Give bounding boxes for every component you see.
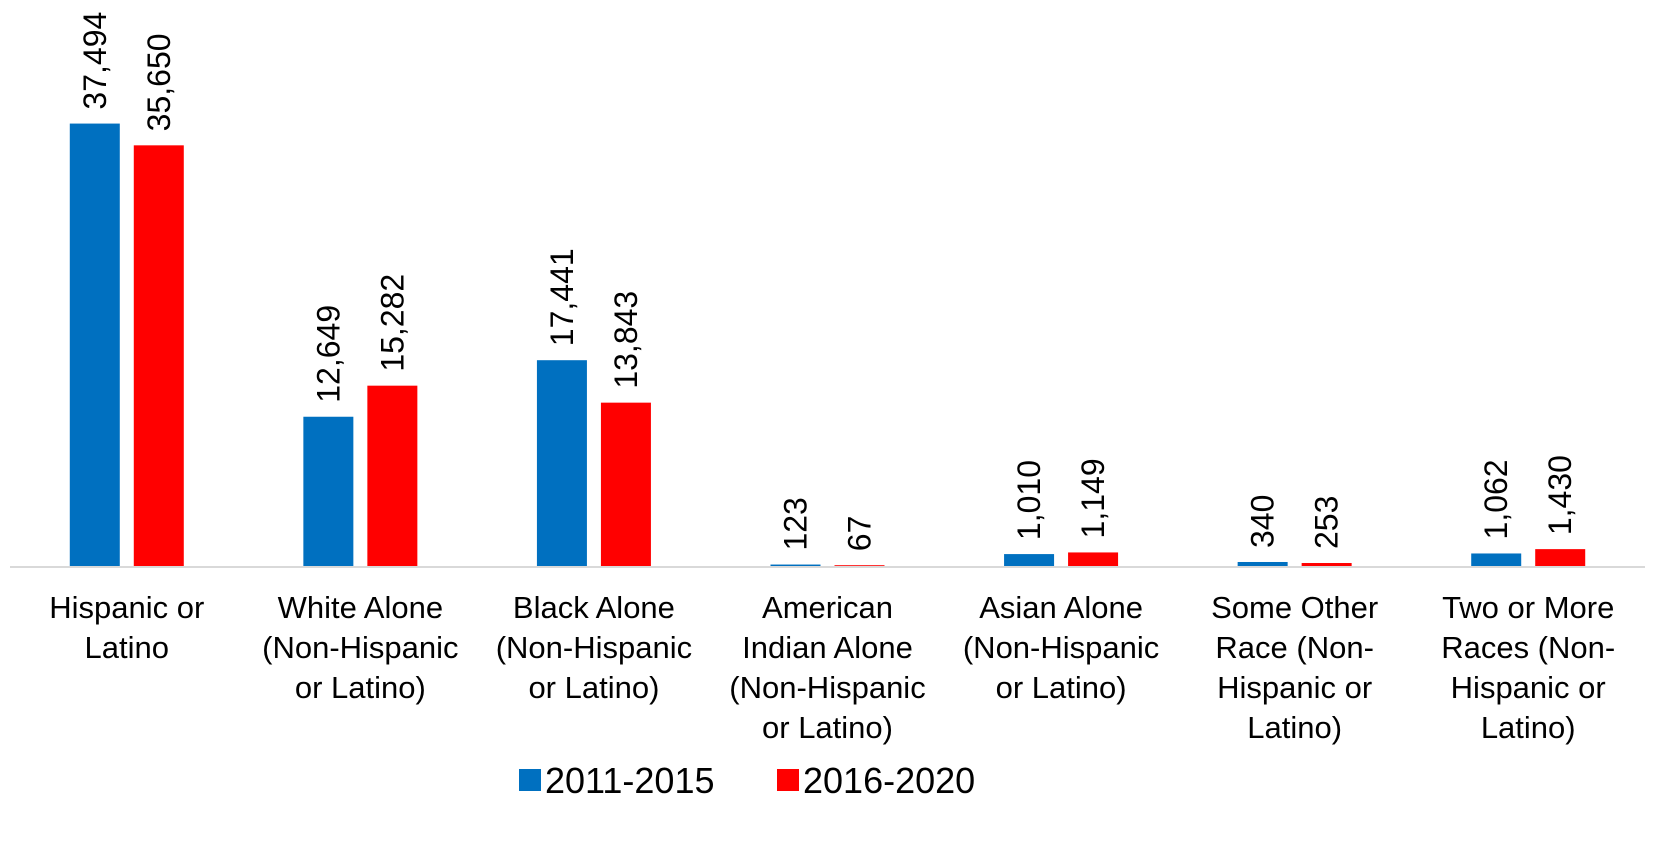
category-label-line: Races (Non- — [1441, 630, 1615, 665]
value-label-2011-2015-2: 17,441 — [544, 248, 580, 346]
bar-2011-2015-1 — [303, 416, 354, 566]
category-label-line: or Latino) — [762, 710, 893, 745]
category-label-6: Two or More Races (Non- Hispanic or Latino) — [1441, 590, 1615, 745]
category-label-line: Race (Non- — [1215, 630, 1374, 665]
bar-2016-2020-3 — [834, 565, 885, 566]
bar-2011-2015-6 — [1471, 553, 1522, 566]
legend-swatch-2011-2015 — [519, 769, 541, 791]
category-label-3: American Indian Alone (Non-Hispanic or Lati… — [729, 590, 925, 745]
bar-2011-2015-0 — [69, 123, 120, 566]
value-label-2011-2015-1: 12,649 — [310, 305, 346, 403]
category-labels-group: Hispanic or Latino White Alone (Non-Hispani… — [49, 590, 1615, 745]
legend-swatch-2016-2020 — [777, 769, 799, 791]
value-label-2011-2015-5: 340 — [1245, 495, 1281, 548]
value-label-2016-2020-4: 1,149 — [1075, 458, 1111, 538]
category-label-line: Hispanic or — [49, 590, 204, 625]
value-label-2011-2015-3: 123 — [778, 497, 814, 550]
category-label-5: Some Other Race (Non- Hispanic or Latino) — [1211, 590, 1378, 745]
value-label-2011-2015-6: 1,062 — [1478, 459, 1514, 539]
value-label-2016-2020-0: 35,650 — [141, 33, 177, 131]
category-label-line: or Latino) — [996, 670, 1127, 705]
bar-2016-2020-1 — [367, 385, 418, 566]
value-label-2016-2020-3: 67 — [842, 516, 878, 552]
value-labels-group: 37,494 12,649 17,441 123 1,010 340 1,062 35,650… — [77, 12, 1578, 552]
legend-label-2011-2015: 2011-2015 — [545, 760, 715, 801]
bar-2011-2015-5 — [1237, 561, 1288, 566]
category-label-line: Asian Alone — [979, 590, 1143, 625]
bar-2011-2015-3 — [770, 564, 821, 566]
bar-2011-2015-2 — [536, 360, 587, 566]
legend-label-2016-2020: 2016-2020 — [803, 760, 975, 801]
value-label-2011-2015-0: 37,494 — [77, 12, 113, 110]
bar-2016-2020-4 — [1068, 552, 1119, 566]
category-label-line: Some Other — [1211, 590, 1378, 625]
value-label-2011-2015-4: 1,010 — [1011, 460, 1047, 540]
bar-2016-2020-5 — [1301, 563, 1352, 566]
category-label-line: Latino — [85, 630, 169, 665]
category-label-line: American — [762, 590, 893, 625]
value-label-2016-2020-6: 1,430 — [1542, 455, 1578, 535]
category-label-line: Hispanic or — [1217, 670, 1372, 705]
category-label-line: Latino) — [1481, 710, 1576, 745]
category-label-line: or Latino) — [528, 670, 659, 705]
category-label-line: Hispanic or — [1451, 670, 1606, 705]
category-label-line: (Non-Hispanic — [729, 670, 925, 705]
category-label-line: (Non-Hispanic — [963, 630, 1159, 665]
category-label-line: (Non-Hispanic — [262, 630, 458, 665]
category-label-4: Asian Alone (Non-Hispanic or Latino) — [963, 590, 1159, 705]
bar-2016-2020-0 — [133, 145, 184, 566]
category-label-line: Latino) — [1247, 710, 1342, 745]
value-label-2016-2020-2: 13,843 — [608, 291, 644, 389]
category-label-line: Two or More — [1442, 590, 1614, 625]
value-label-2016-2020-5: 253 — [1309, 496, 1345, 549]
bar-2011-2015-4 — [1004, 554, 1055, 566]
category-label-1: White Alone (Non-Hispanic or Latino) — [262, 590, 458, 705]
bar-2016-2020-6 — [1535, 549, 1586, 566]
category-label-line: (Non-Hispanic — [496, 630, 692, 665]
category-label-2: Black Alone (Non-Hispanic or Latino) — [496, 590, 692, 705]
legend: 2011-2015 2016-2020 — [519, 760, 975, 801]
value-label-2016-2020-1: 15,282 — [374, 274, 410, 372]
category-label-line: Black Alone — [513, 590, 675, 625]
bars-group — [69, 123, 1586, 566]
bar-2016-2020-2 — [600, 402, 651, 566]
category-label-line: White Alone — [278, 590, 443, 625]
category-label-0: Hispanic or Latino — [49, 590, 204, 665]
category-label-line: Indian Alone — [742, 630, 913, 665]
category-label-line: or Latino) — [295, 670, 426, 705]
